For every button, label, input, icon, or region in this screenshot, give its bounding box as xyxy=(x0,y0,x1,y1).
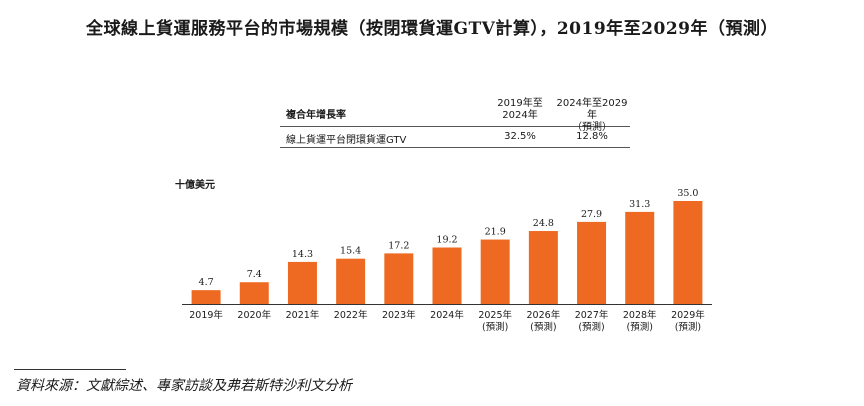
x-tick-label: 2020年 xyxy=(237,309,271,321)
x-tick-label: 2019年 xyxy=(189,309,223,321)
chart-title: 全球線上貨運服務平台的市場規模（按閉環貨運GTV計算），2019年至2029年（… xyxy=(86,19,778,39)
cagr-table: 複合年增長率 2019年至 2024年 2024年至2029年 （預測） 線上貨… xyxy=(280,96,630,148)
bar xyxy=(577,221,607,304)
source-note: 資料來源：文獻綜述、專家訪談及弗若斯特沙利文分析 xyxy=(16,378,352,394)
x-tick-label: 2029年 xyxy=(671,309,705,321)
bar xyxy=(528,231,558,304)
bar-value-label: 7.4 xyxy=(247,269,262,280)
bar xyxy=(432,247,462,304)
bar-value-label: 31.3 xyxy=(629,199,650,210)
cagr-col-2024-2029: 2024年至2029年 （預測） xyxy=(552,98,632,134)
cagr-value-2024-2029: 12.8% xyxy=(576,131,608,142)
bar xyxy=(336,258,366,304)
bar xyxy=(384,253,414,304)
x-tick-label: 2025年 xyxy=(478,309,512,321)
cagr-value-2019-2024: 32.5% xyxy=(504,131,536,142)
bar-value-label: 15.4 xyxy=(340,246,361,257)
cagr-col-b-line2: （預測） xyxy=(572,122,612,133)
x-tick-label: 2023年 xyxy=(382,309,416,321)
bar-value-label: 35.0 xyxy=(677,188,698,199)
source-divider xyxy=(14,369,126,370)
x-tick-label: (預測) xyxy=(578,321,604,333)
x-tick-label: (預測) xyxy=(482,321,508,333)
y-unit-label: 十億美元 xyxy=(175,180,215,191)
cagr-col-b-line1: 2024年至2029年 xyxy=(556,98,628,121)
x-tick-label: 2022年 xyxy=(334,309,368,321)
bar-value-label: 17.2 xyxy=(388,240,409,251)
bar xyxy=(287,261,317,304)
bar-value-label: 4.7 xyxy=(199,277,214,288)
bar xyxy=(191,290,221,304)
bar xyxy=(625,211,655,304)
bar-value-label: 19.2 xyxy=(436,234,457,245)
bar-value-label: 24.8 xyxy=(533,218,554,229)
x-tick-label: 2024年 xyxy=(430,309,464,321)
cagr-table-header: 複合年增長率 2019年至 2024年 2024年至2029年 （預測） xyxy=(280,96,630,133)
x-tick-label: 2028年 xyxy=(623,309,657,321)
x-tick-label: 2027年 xyxy=(575,309,609,321)
bar-value-label: 14.3 xyxy=(292,249,313,260)
cagr-header-label: 複合年增長率 xyxy=(286,110,346,121)
bar-value-label: 27.9 xyxy=(581,209,602,220)
cagr-col-a-line1: 2019年至 xyxy=(497,98,543,109)
x-tick-label: 2021年 xyxy=(286,309,320,321)
bar xyxy=(480,239,510,304)
x-tick-label: 2026年 xyxy=(527,309,561,321)
cagr-col-a-line2: 2024年 xyxy=(502,110,538,121)
x-tick-label: (預測) xyxy=(530,321,556,333)
cagr-col-2019-2024: 2019年至 2024年 xyxy=(480,98,560,122)
bar xyxy=(239,282,269,304)
cagr-table-row: 線上貨運平台閉環貨運GTV 32.5% 12.8% xyxy=(280,127,630,148)
x-tick-label: (預測) xyxy=(675,321,701,333)
x-tick-label: (預測) xyxy=(627,321,653,333)
bar xyxy=(673,201,703,304)
bar-value-label: 21.9 xyxy=(485,227,506,238)
cagr-row-label: 線上貨運平台閉環貨運GTV xyxy=(286,135,407,146)
